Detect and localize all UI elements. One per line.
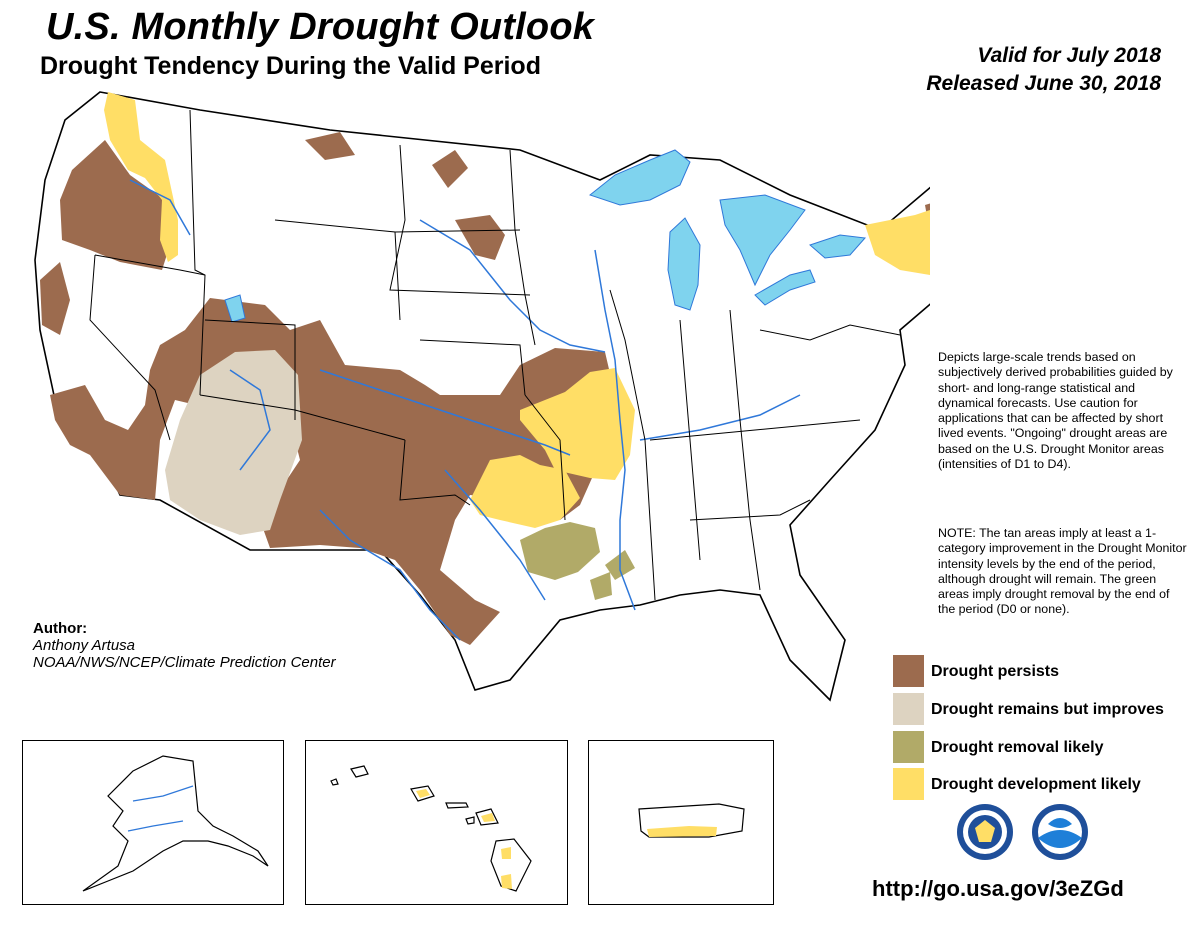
valid-period: Valid for July 2018: [977, 44, 1161, 67]
legend-label-development: Drought development likely: [931, 776, 1141, 793]
conus-drought-map: [34, 91, 930, 702]
legend-item-development: Drought development likely: [893, 768, 1199, 800]
legend-label-removal: Drought removal likely: [931, 739, 1104, 756]
state-boundaries: [89, 109, 901, 601]
info-url[interactable]: http://go.usa.gov/3eZGd: [872, 876, 1124, 901]
great-lakes: [224, 149, 867, 323]
page-subtitle: Drought Tendency During the Valid Period: [40, 52, 541, 80]
author-name: Anthony Artusa: [33, 637, 136, 654]
legend-swatch-improves: [893, 693, 924, 725]
hawaii-inset: [305, 740, 568, 905]
legend-swatch-development: [893, 768, 924, 800]
puerto-rico-map: [638, 803, 745, 838]
rivers: [129, 179, 801, 641]
legend-swatch-removal: [893, 731, 924, 763]
legend-item-improves: Drought remains but improves: [893, 693, 1199, 725]
drought-improves-area: [165, 350, 302, 535]
legend-label-improves: Drought remains but improves: [931, 701, 1164, 718]
release-date: Released June 30, 2018: [926, 72, 1161, 95]
map-note: NOTE: The tan areas imply at least a 1-c…: [938, 526, 1187, 617]
noaa-logo-icon: [1032, 804, 1088, 860]
alaska-map: [82, 755, 269, 892]
drought-development-areas: [104, 92, 930, 528]
puerto-rico-inset: [588, 740, 774, 905]
author-label: Author:: [33, 620, 88, 637]
alaska-inset: [22, 740, 284, 905]
page-title: U.S. Monthly Drought Outlook: [46, 6, 595, 48]
legend-swatch-persists: [893, 655, 924, 687]
hawaii-map: [330, 765, 532, 892]
author-org: NOAA/NWS/NCEP/Climate Prediction Center: [33, 654, 336, 671]
legend-label-persists: Drought persists: [931, 663, 1060, 680]
map-description: Depicts large-scale trends based on subj…: [938, 350, 1173, 472]
legend-item-removal: Drought removal likely: [893, 731, 1199, 763]
legend-item-persists: Drought persists: [893, 655, 1199, 687]
doc-seal-icon: [957, 804, 1013, 860]
author-block: Author: Anthony Artusa NOAA/NWS/NCEP/Cli…: [33, 620, 336, 671]
